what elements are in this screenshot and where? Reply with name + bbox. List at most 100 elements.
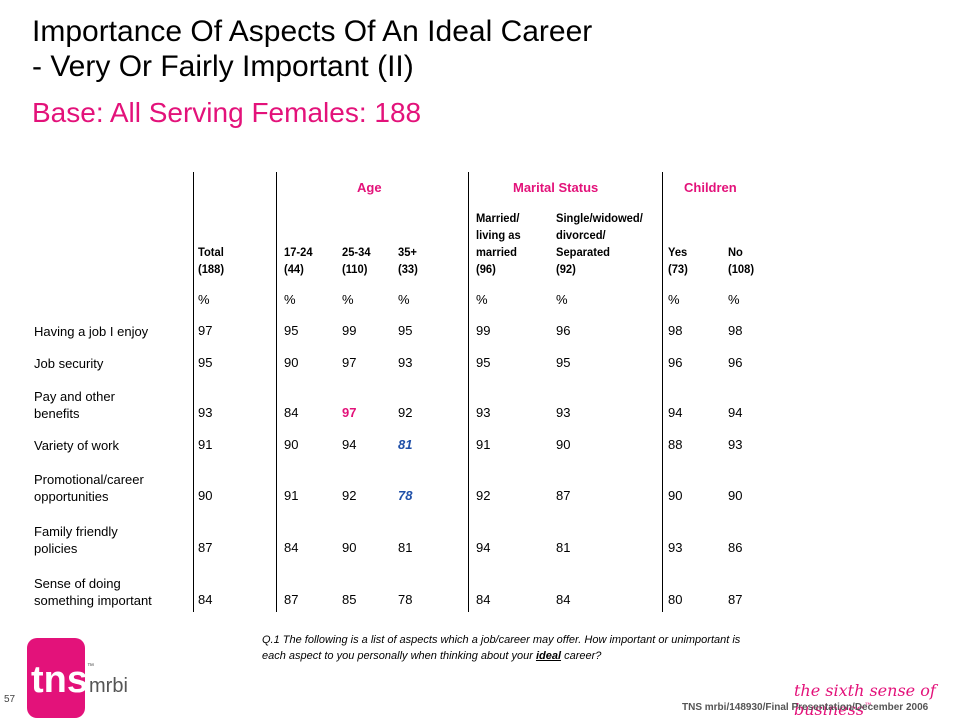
row-label-line: Job security <box>34 356 104 371</box>
table-cell: 95 <box>284 323 299 338</box>
column-header-line: 35+ <box>398 245 417 259</box>
column-header-line: divorced/ <box>556 228 606 242</box>
column-header-line: living as <box>476 228 521 242</box>
row-label: Family friendly policies <box>34 523 184 557</box>
table-cell: 85 <box>342 592 357 607</box>
divider-after-age <box>468 172 469 612</box>
table-cell: 84 <box>198 592 213 607</box>
row-label: Sense of doing something important <box>34 575 184 609</box>
table-cell: 90 <box>668 488 683 503</box>
divider-after-total <box>276 172 277 612</box>
row-label: Having a job I enjoy <box>34 323 184 340</box>
table-cell: 90 <box>556 437 571 452</box>
row-label-line: Family friendly <box>34 524 118 539</box>
column-header-line: (188) <box>198 262 225 276</box>
row-label-line: something important <box>34 593 152 608</box>
table-cell: 99 <box>342 323 357 338</box>
row-label: Variety of work <box>34 437 184 454</box>
column-header-line: 17-24 <box>284 245 313 259</box>
table-cell: 97 <box>342 355 357 370</box>
row-label-line: Sense of doing <box>34 576 121 591</box>
table-cell: 93 <box>398 355 413 370</box>
column-header-line: (44) <box>284 262 304 276</box>
percent-symbol: % <box>398 292 410 307</box>
table-cell: 91 <box>198 437 213 452</box>
column-header-line: (33) <box>398 262 418 276</box>
table-cell: 87 <box>198 540 213 555</box>
row-label: Promotional/career opportunities <box>34 471 184 505</box>
table-cell: 96 <box>668 355 683 370</box>
row-label-line: benefits <box>34 406 80 421</box>
table-cell: 95 <box>476 355 491 370</box>
table-cell: 86 <box>728 540 743 555</box>
table-cell: 96 <box>728 355 743 370</box>
row-label-line: Promotional/career <box>34 472 144 487</box>
column-header: Total (188) <box>198 244 224 278</box>
column-header: Single/widowed/divorced/Separated (92) <box>556 210 643 278</box>
table-cell: 84 <box>284 540 299 555</box>
table-cell: 99 <box>476 323 491 338</box>
table-cell: 95 <box>556 355 571 370</box>
table-cell: 91 <box>476 437 491 452</box>
percent-symbol: % <box>668 292 680 307</box>
column-header: 35+ (33) <box>398 244 418 278</box>
column-header-line: 25-34 <box>342 245 371 259</box>
table-cell: 94 <box>668 405 683 420</box>
table-cell: 92 <box>398 405 413 420</box>
column-header: 17-24 (44) <box>284 244 313 278</box>
column-header-line: married <box>476 245 517 259</box>
svg-text:™: ™ <box>87 663 94 670</box>
table-cell: 84 <box>556 592 571 607</box>
footer-reference: TNS mrbi/148930/Final Presentation/Decem… <box>682 702 929 713</box>
column-header-line: (96) <box>476 262 496 276</box>
table-cell: 91 <box>284 488 299 503</box>
table-cell: 88 <box>668 437 683 452</box>
percent-symbol: % <box>342 292 354 307</box>
column-header: Yes (73) <box>668 244 688 278</box>
table-cell: 87 <box>556 488 571 503</box>
column-header-line: (108) <box>728 262 755 276</box>
table-cell: 94 <box>476 540 491 555</box>
tns-mrbi-logo: tns mrbi ™ <box>21 632 141 725</box>
title-line-2: - Very Or Fairly Important (II) <box>32 50 414 83</box>
table-cell: 90 <box>198 488 213 503</box>
table-cell: 81 <box>556 540 571 555</box>
table-cell: 94 <box>342 437 357 452</box>
row-label-line: Variety of work <box>34 438 120 453</box>
group-header-children: Children <box>684 180 737 195</box>
table-cell: 93 <box>198 405 213 420</box>
table-cell: 92 <box>476 488 491 503</box>
column-header-line: Total <box>198 245 224 259</box>
table-cell: 90 <box>342 540 357 555</box>
table-cell: 90 <box>284 355 299 370</box>
column-header-line: Separated <box>556 245 610 259</box>
svg-text:mrbi: mrbi <box>89 675 128 697</box>
question-note: Q.1 The following is a list of aspects w… <box>262 632 762 664</box>
base-subtitle: Base: All Serving Females: 188 <box>32 97 422 128</box>
question-text: Q.1 The following is a list of aspects w… <box>262 634 741 662</box>
percent-symbol: % <box>728 292 740 307</box>
table-cell: 78 <box>398 488 413 503</box>
divider-after-marital <box>662 172 663 612</box>
table-cell: 84 <box>284 405 299 420</box>
table-cell: 93 <box>728 437 743 452</box>
table-cell: 93 <box>556 405 571 420</box>
percent-symbol: % <box>284 292 296 307</box>
table-cell: 87 <box>728 592 743 607</box>
table-cell: 92 <box>342 488 357 503</box>
table-cell: 90 <box>284 437 299 452</box>
table-cell: 81 <box>398 540 413 555</box>
column-header-line: Single/widowed/ <box>556 211 643 225</box>
group-header-marital: Marital Status <box>513 180 599 195</box>
table-cell: 96 <box>556 323 571 338</box>
svg-text:tns: tns <box>31 659 88 701</box>
column-header-line: (110) <box>342 262 368 276</box>
percent-symbol: % <box>198 292 210 307</box>
table-cell: 93 <box>476 405 491 420</box>
table-cell: 95 <box>398 323 413 338</box>
group-header-age: Age <box>357 180 382 195</box>
column-header: 25-34 (110) <box>342 244 371 278</box>
table-cell: 93 <box>668 540 683 555</box>
table-cell: 84 <box>476 592 491 607</box>
percent-symbol: % <box>476 292 488 307</box>
